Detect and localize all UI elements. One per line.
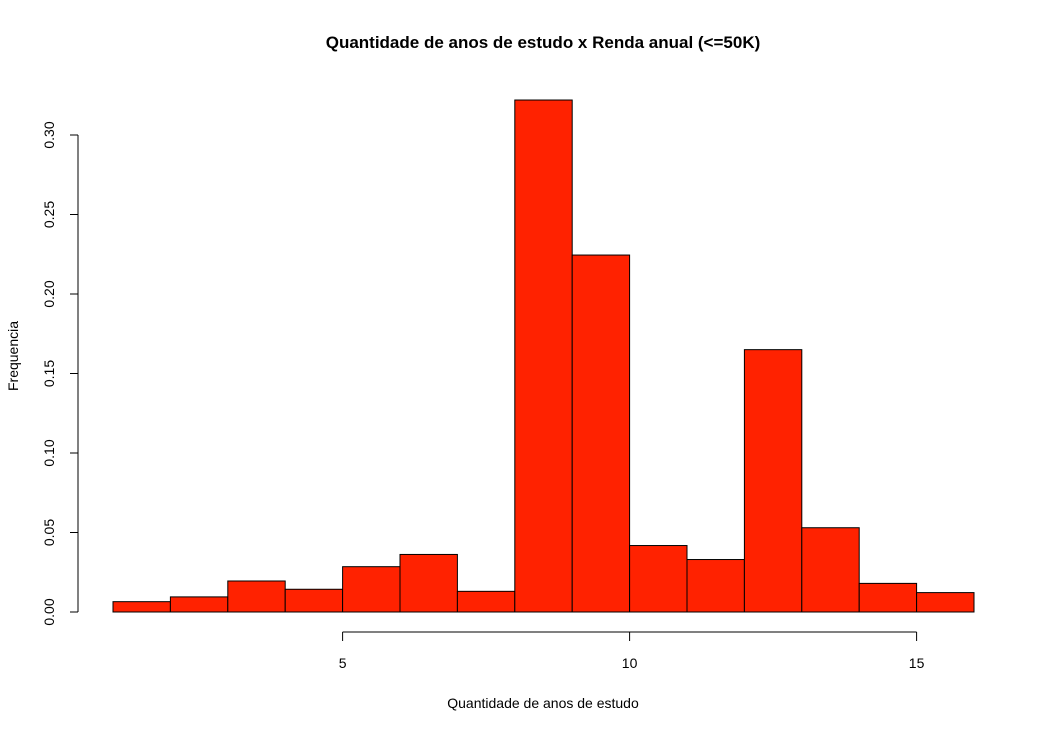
histogram-bar <box>342 566 401 613</box>
histogram-bar <box>801 527 860 613</box>
y-tick-label: 0.30 <box>41 121 57 148</box>
histogram-bar <box>169 596 229 613</box>
x-tick-label: 10 <box>622 655 638 671</box>
y-tick-label: 0.10 <box>41 439 57 466</box>
y-tick-label: 0.25 <box>41 201 57 228</box>
y-axis-label: Frequencia <box>5 321 21 391</box>
x-tick-label: 15 <box>909 655 925 671</box>
y-tick-label: 0.05 <box>41 519 57 546</box>
histogram-bar <box>629 545 688 613</box>
y-tick-label: 0.15 <box>41 360 57 387</box>
histogram-bar <box>456 590 516 613</box>
histogram-bar <box>571 254 631 613</box>
histogram-bar <box>514 99 573 613</box>
y-axis: 0.00 0.05 0.10 0.15 0.20 0.25 0.30 <box>41 121 79 626</box>
histogram-bar <box>227 580 286 613</box>
histogram-bar <box>112 601 171 613</box>
chart-title: Quantidade de anos de estudo x Renda anu… <box>326 33 761 52</box>
x-axis-label: Quantidade de anos de estudo <box>447 695 639 711</box>
histogram-bar <box>743 349 803 613</box>
y-tick-label: 0.00 <box>41 598 57 625</box>
histogram-bar <box>858 582 918 613</box>
y-tick-label: 0.20 <box>41 280 57 307</box>
histogram-bar <box>686 559 745 613</box>
histogram-bar <box>916 592 975 613</box>
bars-group <box>112 99 975 613</box>
histogram-bar <box>284 588 344 613</box>
x-axis: 5 10 15 <box>339 631 925 671</box>
x-tick-label: 5 <box>339 655 347 671</box>
histogram-bar <box>399 553 458 613</box>
